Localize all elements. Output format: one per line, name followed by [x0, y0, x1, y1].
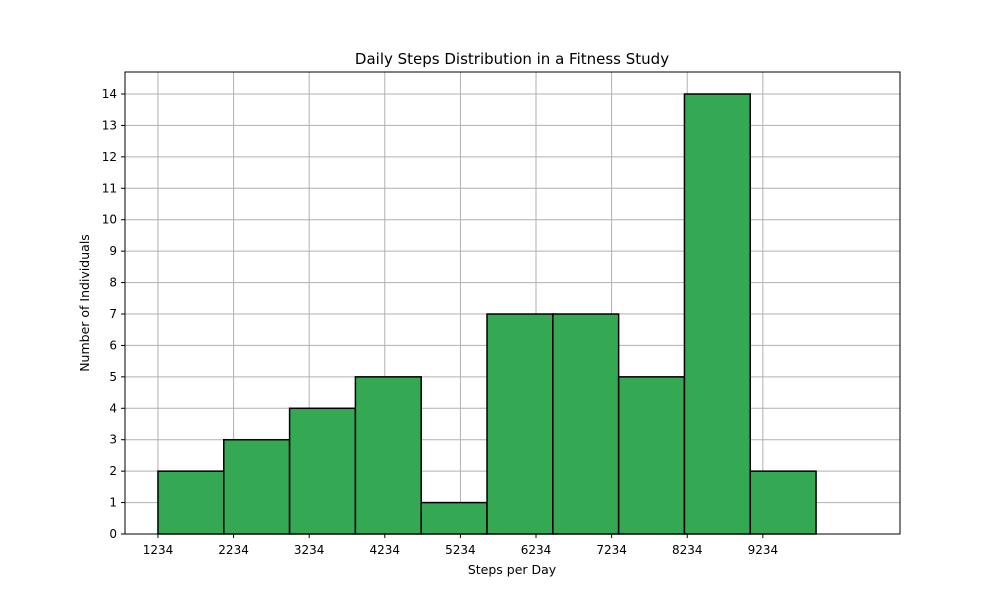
x-tick-label: 1234	[143, 543, 174, 557]
histogram-bar	[617, 376, 686, 535]
y-axis-label: Number of Individuals	[77, 234, 92, 372]
y-tick-label: 13	[102, 118, 117, 132]
y-tick-label: 6	[109, 338, 117, 352]
histogram-bar	[420, 501, 488, 535]
x-tick-label: 2234	[218, 543, 249, 557]
y-tick-label: 11	[102, 181, 117, 195]
y-tick-label: 5	[109, 370, 117, 384]
histogram-bar	[749, 470, 817, 535]
histogram-bar	[683, 93, 752, 535]
x-tick-label: 8234	[672, 543, 703, 557]
y-tick-label: 14	[102, 87, 117, 101]
y-tick-label: 4	[109, 401, 117, 415]
y-tick-label: 7	[109, 307, 117, 321]
y-tick-label: 10	[102, 213, 117, 227]
x-tick-label: 4234	[370, 543, 401, 557]
y-tick-label: 1	[109, 496, 117, 510]
x-tick-label: 9234	[748, 543, 779, 557]
histogram-bar	[223, 438, 291, 535]
histogram-bar	[288, 407, 357, 535]
y-tick-label: 8	[109, 276, 117, 290]
x-tick-label: 6234	[521, 543, 552, 557]
histogram-bar	[486, 313, 554, 535]
x-tick-label: 3234	[294, 543, 325, 557]
y-tick-label: 9	[109, 244, 117, 258]
chart-title: Daily Steps Distribution in a Fitness St…	[355, 50, 669, 68]
histogram-bar	[552, 313, 620, 535]
y-tick-label: 3	[109, 433, 117, 447]
x-axis-label: Steps per Day	[468, 562, 557, 577]
plot-frame	[124, 71, 901, 535]
y-tick-label: 0	[109, 527, 117, 541]
y-tick-label: 2	[109, 464, 117, 478]
histogram-bar	[354, 376, 422, 535]
histogram-bar	[157, 470, 225, 535]
y-tick-label: 12	[102, 150, 117, 164]
histogram-bars	[157, 93, 817, 535]
x-tick-label: 5234	[445, 543, 476, 557]
axes: 1234 2234 3234 4234 5234 6234 7234 8234 92340123…	[102, 71, 901, 557]
x-tick-label: 7234	[596, 543, 627, 557]
